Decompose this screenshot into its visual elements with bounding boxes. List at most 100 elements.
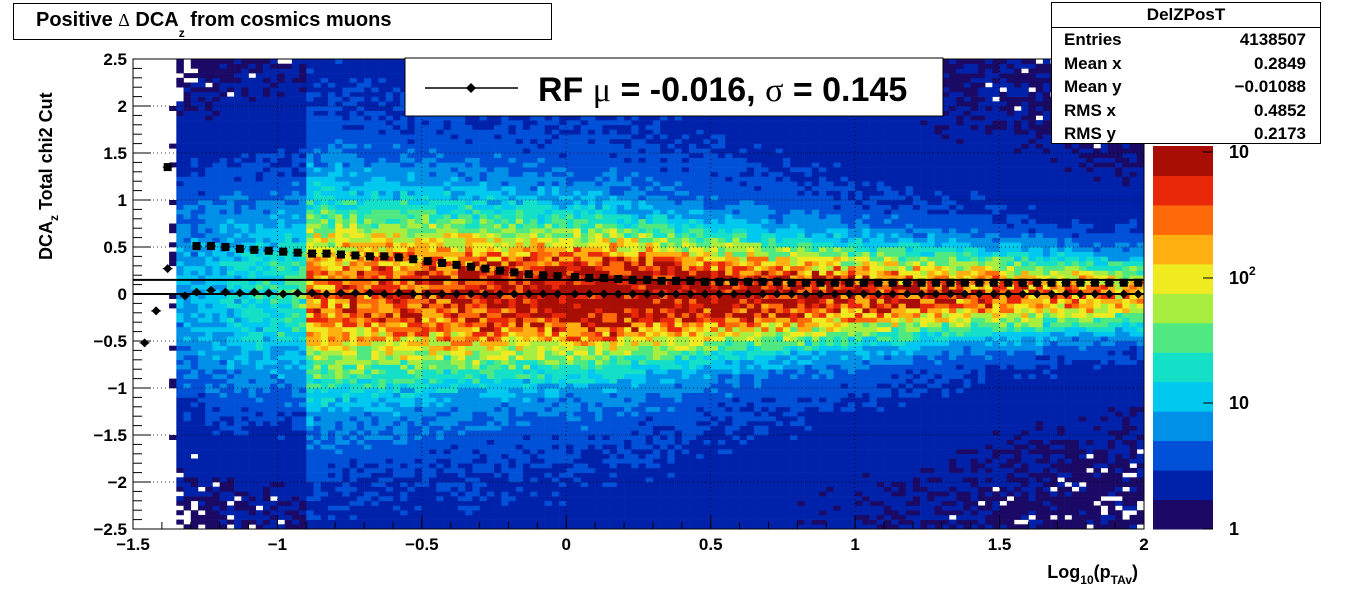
heat-cell: [226, 322, 235, 328]
heat-cell: [262, 350, 271, 356]
heat-cell: [515, 157, 524, 163]
heat-cell: [530, 322, 538, 328]
heat-cell: [364, 181, 372, 187]
heat-cell: [501, 326, 509, 332]
heat-cell: [197, 228, 206, 234]
heat-cell: [457, 444, 466, 450]
heat-cell: [436, 162, 444, 168]
heat-cell: [183, 110, 192, 116]
heat-cell: [421, 298, 430, 304]
heat-cell: [327, 148, 336, 154]
heat-cell: [183, 477, 192, 483]
heat-cell: [248, 411, 257, 417]
heat-cell: [479, 463, 488, 469]
heat-cell: [183, 115, 192, 121]
heat-cell: [226, 430, 235, 436]
heat-cell: [219, 500, 228, 506]
heat-cell: [494, 134, 502, 140]
heat-cell: [248, 322, 257, 328]
heat-cell: [400, 77, 408, 83]
heat-cell: [234, 510, 242, 516]
heat-cell: [327, 378, 336, 384]
heat-cell: [262, 482, 271, 487]
heat-cell: [306, 167, 314, 173]
heat-cell: [342, 200, 350, 205]
heat-cell: [255, 303, 264, 309]
heat-cell: [313, 138, 322, 144]
heat-cell: [371, 232, 379, 238]
heat-cell: [465, 129, 473, 135]
heat-cell: [450, 359, 459, 365]
heat-cell: [400, 326, 408, 332]
heat-cell: [429, 472, 437, 478]
heat-cell: [327, 444, 336, 450]
heat-cell: [241, 200, 249, 205]
heat-cell: [501, 308, 509, 314]
heat-cell: [436, 444, 444, 450]
heat-cell: [197, 181, 206, 187]
heat-cell: [530, 181, 538, 187]
heat-cell: [349, 341, 358, 346]
heat-cell: [530, 242, 538, 248]
heat-cell: [277, 482, 285, 487]
heat-cell: [291, 214, 300, 220]
heat-cell: [494, 294, 502, 299]
heat-cell: [400, 449, 408, 455]
heat-cell: [277, 106, 285, 111]
heat-cell: [421, 134, 430, 140]
heat-cell: [219, 214, 228, 220]
heat-cell: [414, 223, 423, 229]
heat-cell: [371, 242, 379, 248]
heat-cell: [335, 204, 343, 210]
heat-cell: [364, 124, 372, 130]
heat-cell: [241, 298, 249, 304]
heat-cell: [183, 388, 192, 393]
heat-cell: [205, 106, 213, 111]
heat-cell: [197, 63, 206, 69]
heat-cell: [508, 355, 517, 361]
heat-cell: [313, 482, 322, 487]
heat-cell: [400, 148, 408, 154]
heat-cell: [241, 138, 249, 144]
heat-cell: [436, 200, 444, 205]
heat-cell: [270, 505, 278, 511]
heat-cell: [327, 331, 336, 337]
heat-cell: [400, 500, 408, 506]
heat-cell: [176, 63, 184, 69]
heat-cell: [457, 322, 466, 328]
heat-cell: [212, 383, 220, 389]
heat-cell: [392, 308, 401, 314]
heat-cell: [400, 115, 408, 121]
heat-cell: [443, 486, 452, 492]
heat-cell: [219, 228, 228, 234]
heat-cell: [255, 458, 264, 464]
heat-cell: [414, 491, 423, 497]
heat-cell: [385, 138, 394, 144]
heat-cell: [392, 392, 401, 398]
heat-cell: [407, 242, 415, 248]
heat-cell: [313, 106, 322, 111]
heat-cell: [313, 200, 322, 205]
heat-cell: [457, 214, 466, 220]
heat-cell: [183, 331, 192, 337]
heat-cell: [429, 153, 437, 158]
heat-cell: [465, 496, 473, 502]
heat-cell: [530, 388, 538, 393]
heat-cell: [270, 232, 278, 238]
heat-cell: [313, 491, 322, 497]
heat-cell: [284, 82, 293, 88]
heat-cell: [392, 77, 401, 83]
heat-cell: [306, 373, 314, 379]
heat-cell: [262, 138, 271, 144]
heat-cell: [385, 336, 394, 342]
heat-cell: [457, 251, 466, 257]
heat-cell: [508, 190, 517, 196]
heat-cell: [205, 167, 213, 173]
heat-cell: [234, 491, 242, 497]
heat-cell: [349, 68, 358, 74]
heat-cell: [313, 411, 322, 417]
heat-cell: [255, 326, 264, 332]
heat-cell: [501, 138, 509, 144]
heat-cell: [414, 510, 423, 516]
heat-cell: [400, 411, 408, 417]
